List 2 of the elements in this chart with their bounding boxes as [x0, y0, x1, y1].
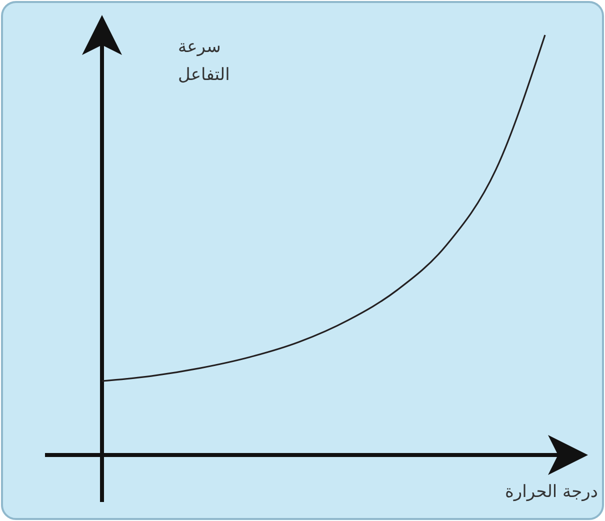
y-axis-title: سرعة التفاعل — [178, 37, 230, 85]
x-axis-title: درجة الحرارة — [505, 482, 598, 502]
